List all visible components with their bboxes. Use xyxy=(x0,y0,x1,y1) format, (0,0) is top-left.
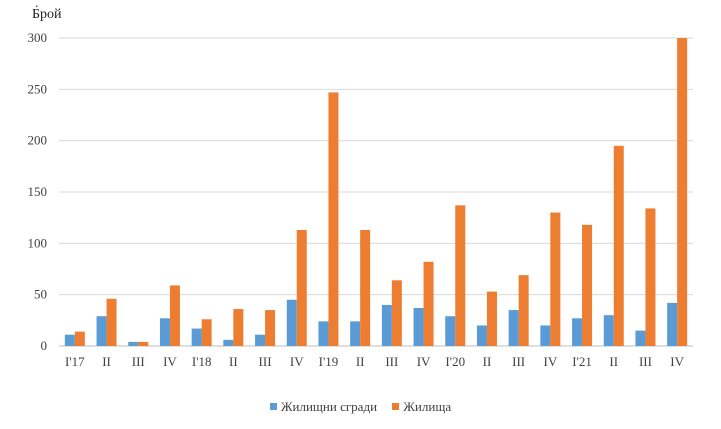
bar-series-2 xyxy=(455,205,466,346)
x-tick-label: II xyxy=(483,354,492,369)
bar-series-2 xyxy=(677,38,688,346)
x-tick-label: IV xyxy=(163,354,177,369)
bar-series-1 xyxy=(255,334,266,346)
y-tick-label: 250 xyxy=(28,81,48,96)
x-tick-label: III xyxy=(512,354,525,369)
bar-series-2 xyxy=(518,275,529,346)
bar-series-2 xyxy=(296,229,307,346)
bar-series-1 xyxy=(223,339,234,346)
x-tick-label: IV xyxy=(543,354,557,369)
bar-series-2 xyxy=(328,92,339,346)
y-tick-label: 100 xyxy=(28,235,48,250)
legend: Жилищни сгради Жилища xyxy=(0,398,721,415)
y-tick-label: 200 xyxy=(28,133,48,148)
y-tick-label: 50 xyxy=(34,287,47,302)
legend-swatch-series-1 xyxy=(269,403,277,410)
legend-label-series-1: Жилищни сгради xyxy=(280,398,378,414)
x-tick-label: I'21 xyxy=(572,354,592,369)
bar-series-2 xyxy=(360,229,371,346)
bar-series-2 xyxy=(233,309,244,346)
y-tick-label: 300 xyxy=(28,30,48,45)
x-tick-label: II xyxy=(609,354,618,369)
bar-series-1 xyxy=(445,316,456,346)
bar-series-2 xyxy=(550,212,561,346)
bar-series-1 xyxy=(128,341,139,346)
bar-series-1 xyxy=(191,328,202,346)
x-tick-label: III xyxy=(132,354,145,369)
y-tick-label: 150 xyxy=(28,184,48,199)
bar-series-2 xyxy=(423,261,434,346)
bar-series-1 xyxy=(318,321,329,346)
x-tick-label: I'20 xyxy=(445,354,465,369)
x-tick-label: IV xyxy=(670,354,684,369)
bar-series-2 xyxy=(265,310,276,346)
bar-series-2 xyxy=(645,208,656,346)
bar-series-1 xyxy=(381,304,392,346)
legend-swatch-series-2 xyxy=(392,403,400,410)
x-tick-label: II xyxy=(229,354,238,369)
x-tick-label: I'19 xyxy=(319,354,339,369)
x-tick-label: II xyxy=(356,354,365,369)
bar-series-1 xyxy=(476,325,487,346)
legend-item-series-1: Жилищни сгради xyxy=(269,398,378,415)
bar-series-2 xyxy=(391,280,402,346)
legend-label-series-2: Жилища xyxy=(403,398,452,414)
bar-series-1 xyxy=(635,330,646,346)
x-tick-label: IV xyxy=(417,354,431,369)
x-tick-label: I'17 xyxy=(65,354,85,369)
bar-series-2 xyxy=(106,298,117,346)
x-tick-label: IV xyxy=(290,354,304,369)
x-tick-label: III xyxy=(639,354,652,369)
bar-series-2 xyxy=(613,145,624,346)
bar-series-1 xyxy=(286,299,297,346)
x-tick-label: III xyxy=(259,354,272,369)
bar-series-1 xyxy=(667,302,678,346)
bar-series-1 xyxy=(64,334,75,346)
y-tick-label: 0 xyxy=(41,338,48,353)
bar-series-1 xyxy=(96,316,107,346)
bar-series-1 xyxy=(603,315,614,346)
legend-item-series-2: Жилища xyxy=(392,399,451,415)
y-axis-label: Брой xyxy=(32,7,62,22)
chart-top-mark: . xyxy=(35,0,39,11)
bar-series-2 xyxy=(138,341,149,346)
bar-series-2 xyxy=(169,285,180,346)
x-tick-label: I'18 xyxy=(192,354,212,369)
bar-series-2 xyxy=(486,291,497,346)
bar-series-1 xyxy=(413,308,424,346)
bar-series-1 xyxy=(572,318,583,346)
bar-series-2 xyxy=(201,319,212,346)
bar-series-1 xyxy=(540,325,551,346)
bar-series-1 xyxy=(159,318,170,346)
bar-series-1 xyxy=(350,321,361,346)
bar-series-2 xyxy=(74,331,85,346)
bar-series-1 xyxy=(508,310,519,346)
x-tick-label: III xyxy=(385,354,398,369)
bar-series-2 xyxy=(582,224,593,346)
x-tick-label: II xyxy=(102,354,111,369)
